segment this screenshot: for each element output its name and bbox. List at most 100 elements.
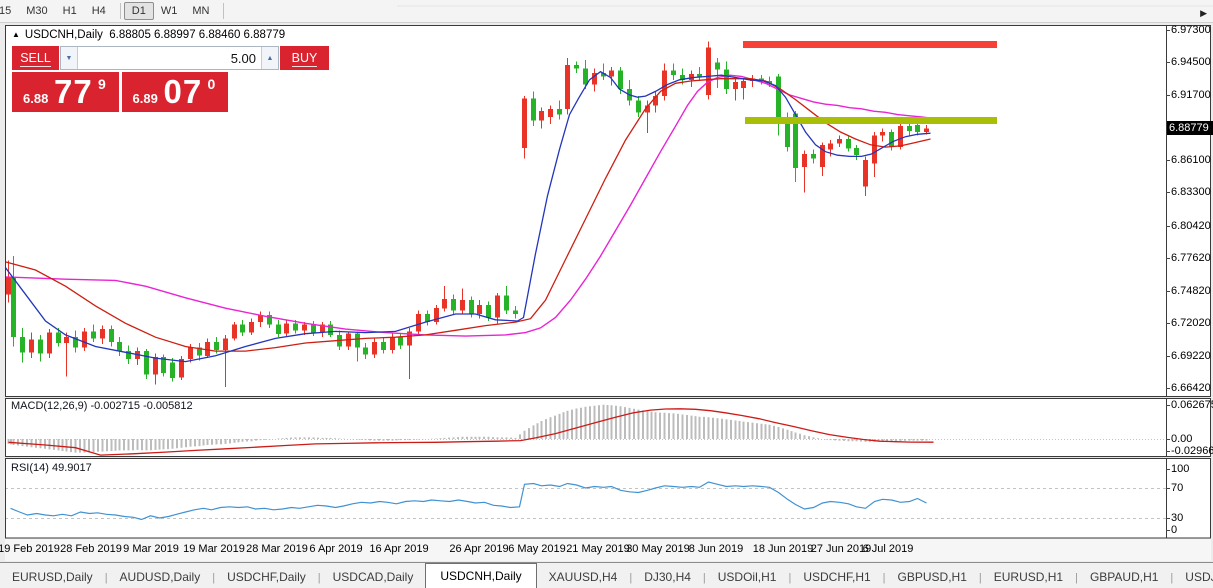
price-axis-label: 6.86100 <box>1171 154 1211 166</box>
date-label: 28 Mar 2019 <box>246 543 308 555</box>
tab-separator: | <box>1170 572 1174 584</box>
price-axis-label: 6.91700 <box>1171 89 1211 101</box>
sell-price-pip: 9 <box>98 76 106 92</box>
price-axis-label: 6.83300 <box>1171 186 1211 198</box>
buy-price-pip: 0 <box>207 76 216 92</box>
tab-audusd-daily[interactable]: AUDUSD,Daily <box>119 570 201 584</box>
date-label: 30 May 2019 <box>626 543 690 555</box>
price-axis-tick <box>1166 356 1170 357</box>
price-axis-tick <box>1166 30 1170 31</box>
tab-separator: | <box>317 572 321 584</box>
macd-axis-label: 0.062675 <box>1171 399 1213 411</box>
tab-gbpaud-h1[interactable]: GBPAUD,H1 <box>1089 570 1159 584</box>
tab-separator: | <box>978 572 982 584</box>
toolbar-separator <box>119 3 121 19</box>
tab-usdoil-h1[interactable]: USDOil,H1 <box>717 570 777 584</box>
tab-scroll-right-icon[interactable]: ▶ <box>1200 8 1207 18</box>
timeframe-15[interactable]: 15 <box>0 5 12 17</box>
date-label: 9 Mar 2019 <box>123 543 179 555</box>
tab-separator: | <box>629 572 633 584</box>
date-label: 28 Feb 2019 <box>60 543 122 555</box>
price-axis-label: 6.72020 <box>1171 317 1211 329</box>
tab-usdchf-h1[interactable]: USDCHF,H1 <box>803 570 871 584</box>
tab-separator: | <box>104 572 108 584</box>
buy-button[interactable]: BUY <box>280 46 329 70</box>
buy-price-major: 6.89 <box>132 91 158 106</box>
tab-usdcad-daily[interactable]: USDCAD,Daily <box>332 570 414 584</box>
price-axis-tick <box>1166 258 1170 259</box>
date-label: 6 Jul 2019 <box>862 543 914 555</box>
rsi-axis-tick <box>1166 488 1170 489</box>
rsi-axis-label: 70 <box>1171 482 1184 494</box>
date-label: 27 Jun 2019 <box>810 543 872 555</box>
rsi-indicator-label: RSI(14) 49.9017 <box>11 462 92 474</box>
timeframe-toolbar: 15 M30 H1 H4 D1 W1 MN <box>0 0 1213 23</box>
tab-gbpusd-h1[interactable]: GBPUSD,H1 <box>897 570 967 584</box>
tab-xauusd-h4[interactable]: XAUUSD,H4 <box>548 570 618 584</box>
price-axis-tick <box>1166 291 1170 292</box>
price-axis-label: 6.97300 <box>1171 24 1211 36</box>
timeframe-d1[interactable]: D1 <box>123 2 154 20</box>
price-axis-tick <box>1166 192 1170 193</box>
volume-spinner: ▼ ▲ <box>60 46 279 70</box>
sell-price-digits: 77 <box>54 73 93 110</box>
quote-symbol-label: USDCNH,Daily <box>24 29 103 41</box>
timeframe-mn[interactable]: MN <box>192 5 210 17</box>
tab-dj30-h4[interactable]: DJ30,H4 <box>644 570 691 584</box>
tab-eurusd-daily[interactable]: EURUSD,Daily <box>12 570 93 584</box>
date-label: 16 Apr 2019 <box>369 543 429 555</box>
rsi-axis-label: 100 <box>1171 463 1190 475</box>
toolbar-separator <box>223 3 225 19</box>
macd-indicator-label: MACD(12,26,9) -0.002715 -0.005812 <box>11 400 193 412</box>
tab-separator: | <box>702 572 706 584</box>
date-label: 26 Apr 2019 <box>449 543 509 555</box>
price-axis-tick <box>1166 62 1170 63</box>
price-axis-tick <box>1166 226 1170 227</box>
time-axis[interactable] <box>5 539 1211 561</box>
quote-ohlc-values: 6.88805 6.88997 6.88460 6.88779 <box>109 29 286 41</box>
tab-separator: | <box>882 572 886 584</box>
price-axis-label: 6.66420 <box>1171 382 1211 394</box>
sell-button[interactable]: SELL <box>12 46 59 70</box>
quote-expand-icon[interactable]: ▲ <box>12 30 20 39</box>
volume-decrease-button[interactable]: ▼ <box>61 47 78 69</box>
price-axis-label: 6.69220 <box>1171 350 1211 362</box>
date-label: 6 Apr 2019 <box>309 543 363 555</box>
date-label: 8 Jun 2019 <box>688 543 744 555</box>
rsi-axis-label: 0 <box>1171 524 1178 536</box>
tab-usdcnh-daily[interactable]: USDCNH,Daily <box>425 563 537 588</box>
timeframe-m30[interactable]: M30 <box>26 5 48 17</box>
price-axis-label: 6.74820 <box>1171 285 1211 297</box>
timeframe-h4[interactable]: H4 <box>91 5 106 17</box>
macd-axis-label: -0.029668 <box>1171 445 1213 457</box>
price-axis-tick <box>1166 95 1170 96</box>
volume-increase-button[interactable]: ▲ <box>261 47 278 69</box>
buy-price-panel[interactable]: 6.89 07 0 <box>121 72 228 112</box>
price-axis-label: 6.94500 <box>1171 56 1211 68</box>
price-axis-tick <box>1166 388 1170 389</box>
timeframe-w1[interactable]: W1 <box>160 5 178 17</box>
quote-info-bar[interactable]: ▲ USDCNH,Daily 6.88805 6.88997 6.88460 6.… <box>12 29 285 41</box>
macd-axis-tick <box>1166 451 1170 452</box>
volume-input[interactable] <box>78 47 261 69</box>
date-label: 19 Mar 2019 <box>183 543 245 555</box>
price-axis-tick <box>1166 160 1170 161</box>
price-axis-label: 6.80420 <box>1171 220 1211 232</box>
rsi-axis-tick <box>1166 530 1170 531</box>
date-label: 19 Feb 2019 <box>0 543 60 555</box>
tab-separator: | <box>212 572 216 584</box>
tab-separator: | <box>788 572 792 584</box>
price-axis-tick <box>1166 323 1170 324</box>
macd-axis-tick <box>1166 405 1170 406</box>
current-price-tag: 6.88779 <box>1167 121 1213 135</box>
rsi-axis-tick <box>1166 469 1170 470</box>
date-label: 18 Jun 2019 <box>752 543 814 555</box>
sell-price-panel[interactable]: 6.88 77 9 <box>12 72 119 112</box>
timeframe-h1[interactable]: H1 <box>62 5 77 17</box>
tab-usdchf-daily[interactable]: USDCHF,Daily <box>227 570 306 584</box>
macd-axis-tick <box>1166 439 1170 440</box>
tab-eurusd-h1[interactable]: EURUSD,H1 <box>993 570 1064 584</box>
macd-axis-label: 0.00 <box>1171 433 1193 445</box>
tab-usdjp[interactable]: USDJP <box>1185 570 1213 584</box>
